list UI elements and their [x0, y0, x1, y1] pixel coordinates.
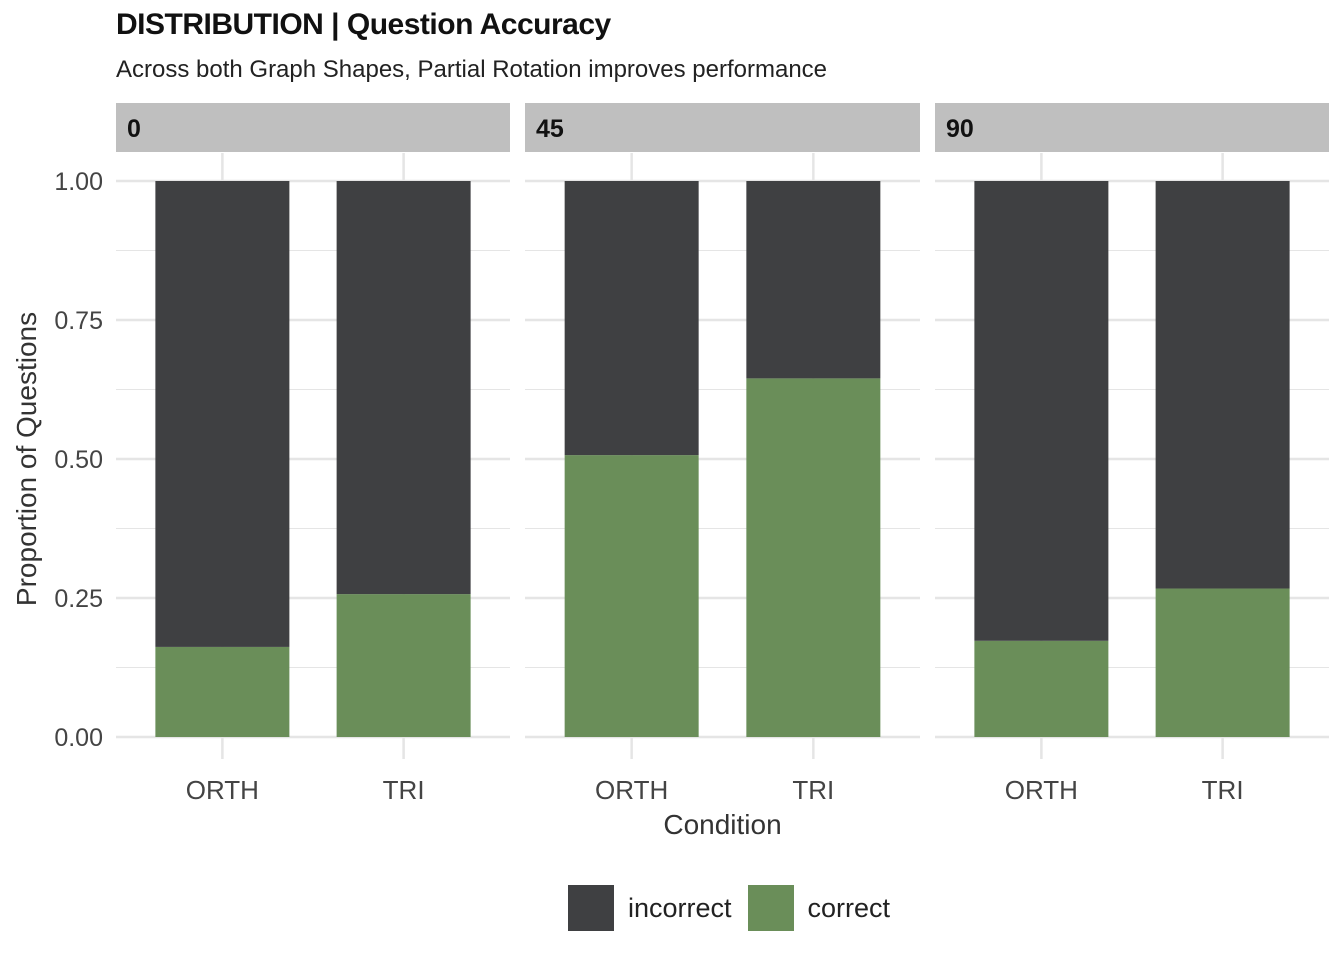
- bar-correct-orth-90: [974, 640, 1109, 737]
- y-axis-title: Proportion of Questions: [11, 312, 42, 606]
- facet-strip-0: [116, 103, 510, 152]
- legend-key-incorrect: [568, 885, 614, 931]
- x-tick-label-orth: ORTH: [1005, 775, 1078, 805]
- y-tick-label: 0.25: [54, 585, 103, 613]
- x-tick-label-tri: TRI: [792, 775, 834, 805]
- x-axis-title: Condition: [663, 809, 781, 840]
- bar-incorrect-orth-45: [564, 181, 699, 456]
- legend-key-correct: [747, 885, 794, 931]
- chart-title: DISTRIBUTION | Question Accuracy: [116, 8, 611, 41]
- legend-item-incorrect: incorrect: [568, 885, 732, 931]
- bar-correct-tri-90: [1155, 588, 1290, 737]
- bar-correct-orth-45: [564, 455, 699, 737]
- bar-incorrect-orth-0: [155, 181, 290, 647]
- x-tick-label-orth: ORTH: [186, 775, 259, 805]
- legend-label-correct: correct: [807, 892, 891, 923]
- y-tick-label: 0.75: [54, 307, 103, 335]
- bar-incorrect-orth-90: [974, 181, 1109, 641]
- facet-strip-90: [935, 103, 1329, 152]
- bar-incorrect-tri-90: [1155, 181, 1290, 589]
- bar-incorrect-tri-45: [746, 181, 881, 379]
- bar-correct-orth-0: [155, 646, 290, 737]
- bar-incorrect-tri-0: [336, 181, 471, 595]
- legend-item-correct: correct: [747, 885, 891, 931]
- chart-subtitle: Across both Graph Shapes, Partial Rotati…: [116, 56, 828, 83]
- x-tick-label-orth: ORTH: [595, 775, 668, 805]
- legend-label-incorrect: incorrect: [628, 892, 732, 923]
- bar-correct-tri-45: [746, 378, 881, 737]
- y-tick-label: 1.00: [54, 168, 103, 196]
- facet-strip-45: [525, 103, 920, 152]
- facet-label-90: 90: [946, 115, 974, 143]
- facet-label-45: 45: [536, 115, 564, 143]
- facet-label-0: 0: [127, 115, 141, 143]
- y-tick-label: 0.00: [54, 724, 103, 752]
- x-tick-label-tri: TRI: [1202, 775, 1244, 805]
- bar-correct-tri-0: [336, 594, 471, 737]
- y-tick-label: 0.50: [54, 446, 103, 474]
- x-tick-label-tri: TRI: [383, 775, 425, 805]
- legend: incorrect correct: [568, 885, 906, 931]
